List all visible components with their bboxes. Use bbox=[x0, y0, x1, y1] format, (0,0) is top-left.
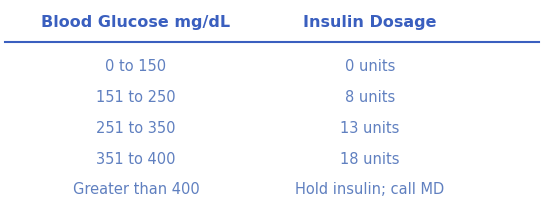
Text: Hold insulin; call MD: Hold insulin; call MD bbox=[295, 182, 444, 197]
Text: Insulin Dosage: Insulin Dosage bbox=[303, 15, 437, 30]
Text: Greater than 400: Greater than 400 bbox=[73, 182, 199, 197]
Text: 351 to 400: 351 to 400 bbox=[96, 152, 176, 167]
Text: 251 to 350: 251 to 350 bbox=[96, 121, 176, 136]
Text: 0 to 150: 0 to 150 bbox=[106, 59, 166, 74]
Text: 13 units: 13 units bbox=[340, 121, 400, 136]
Text: 8 units: 8 units bbox=[345, 90, 395, 105]
Text: 18 units: 18 units bbox=[340, 152, 400, 167]
Text: 0 units: 0 units bbox=[345, 59, 395, 74]
Text: Blood Glucose mg/dL: Blood Glucose mg/dL bbox=[41, 15, 231, 30]
Text: 151 to 250: 151 to 250 bbox=[96, 90, 176, 105]
